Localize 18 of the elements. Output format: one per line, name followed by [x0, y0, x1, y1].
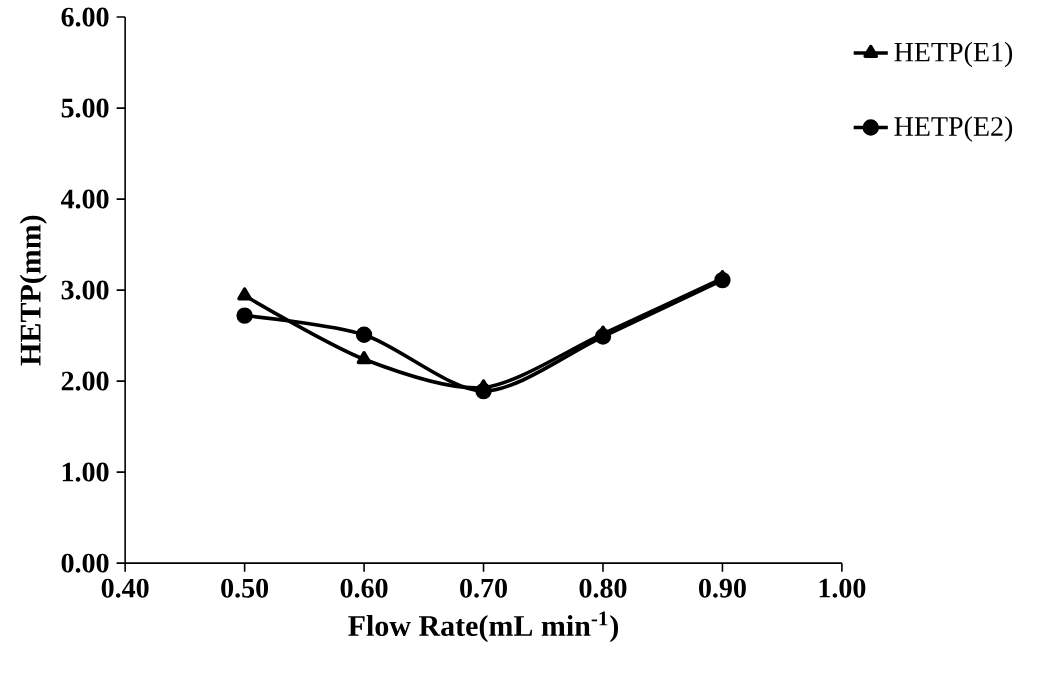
- legend-label: HETP(E1): [894, 41, 1013, 68]
- y-tick-label: 4.00: [60, 189, 109, 209]
- x-tick-label: 0.80: [579, 578, 627, 598]
- y-axis-title: HETP(mm): [19, 215, 47, 366]
- x-tick-label: 0.70: [460, 578, 507, 598]
- legend-label: HETP(E2): [894, 116, 1013, 142]
- x-tick-label: 1.00: [819, 578, 866, 598]
- y-tick-label: 3.00: [61, 280, 109, 300]
- x-tick-label: 0.40: [101, 578, 149, 598]
- y-tick-label: 1.00: [62, 462, 109, 482]
- x-tick-label: 0.50: [221, 578, 269, 598]
- y-tick-label: 5.00: [61, 98, 109, 118]
- y-tick-label: 0.00: [61, 553, 109, 573]
- y-tick-label: 2.00: [61, 371, 109, 391]
- x-axis-title: Flow Rate(mL min$^{-1}$): [348, 611, 619, 643]
- x-tick-label: 0.60: [340, 578, 388, 598]
- x-tick-label: 0.90: [699, 578, 746, 598]
- y-tick-label: 6.00: [61, 7, 109, 27]
